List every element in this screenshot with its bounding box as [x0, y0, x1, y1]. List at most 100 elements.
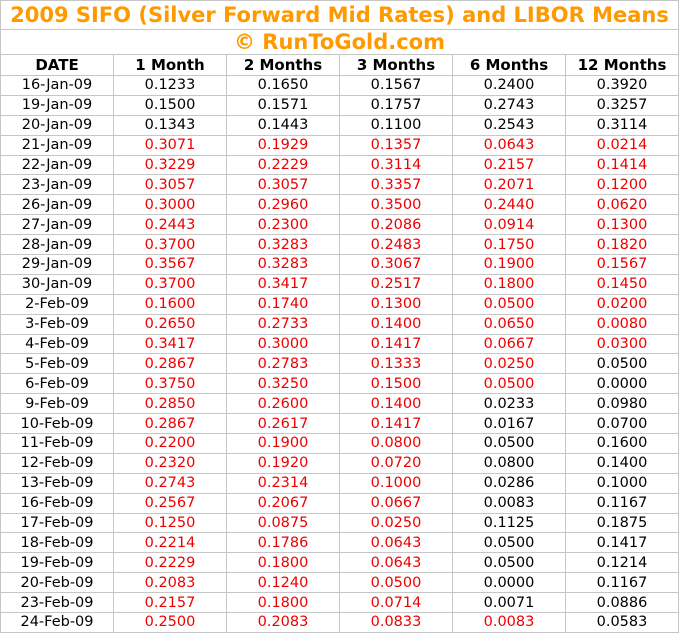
copyright-subtitle: © RunToGold.com — [0, 29, 679, 55]
table-row: 3-Feb-09 0.2650 0.2733 0.1400 0.0650 0.0… — [0, 313, 679, 335]
date-cell: 3-Feb-09 — [0, 313, 114, 335]
rate-cell-2-months: 0.2314 — [226, 472, 340, 494]
rate-cell-2-months: 0.2067 — [226, 492, 340, 514]
date-cell: 28-Jan-09 — [0, 234, 114, 256]
rate-cell-1-month: 0.1600 — [113, 293, 227, 315]
rate-cell-3-months: 0.2086 — [339, 214, 453, 236]
table-row: 28-Jan-09 0.3700 0.3283 0.2483 0.1750 0.… — [0, 234, 679, 256]
rate-cell-2-months: 0.1786 — [226, 532, 340, 554]
table-row: 16-Jan-09 0.1233 0.1650 0.1567 0.2400 0.… — [0, 75, 679, 96]
rate-cell-2-months: 0.1800 — [226, 592, 340, 614]
rate-cell-2-months: 0.2960 — [226, 194, 340, 216]
col-header-1-month: 1 Month — [113, 54, 227, 76]
col-header-2-months: 2 Months — [226, 54, 340, 76]
rate-cell-2-months: 0.3250 — [226, 373, 340, 395]
rate-cell-6-months: 0.0914 — [452, 214, 566, 236]
rate-cell-3-months: 0.1567 — [339, 75, 453, 96]
rate-cell-6-months: 0.0667 — [452, 333, 566, 355]
col-header-3-months: 3 Months — [339, 54, 453, 76]
rate-cell-12-months: 0.0886 — [565, 592, 679, 614]
rate-cell-1-month: 0.2500 — [113, 612, 227, 633]
rate-cell-6-months: 0.1750 — [452, 234, 566, 256]
rate-cell-12-months: 0.0300 — [565, 333, 679, 355]
rate-cell-12-months: 0.0200 — [565, 293, 679, 315]
col-header-12-months: 12 Months — [565, 54, 679, 76]
table-row: 23-Feb-09 0.2157 0.1800 0.0714 0.0071 0.… — [0, 592, 679, 614]
table-row: 17-Feb-09 0.1250 0.0875 0.0250 0.1125 0.… — [0, 512, 679, 534]
table-row: 29-Jan-09 0.3567 0.3283 0.3067 0.1900 0.… — [0, 254, 679, 275]
date-cell: 5-Feb-09 — [0, 353, 114, 375]
rate-cell-6-months: 0.0800 — [452, 452, 566, 474]
date-cell: 19-Feb-09 — [0, 552, 114, 574]
header-row: DATE 1 Month 2 Months 3 Months 6 Months … — [0, 54, 679, 76]
rate-cell-12-months: 0.3920 — [565, 75, 679, 96]
rate-cell-2-months: 0.1443 — [226, 114, 340, 136]
rate-cell-6-months: 0.2157 — [452, 154, 566, 176]
rate-cell-6-months: 0.1900 — [452, 254, 566, 275]
date-cell: 27-Jan-09 — [0, 214, 114, 236]
table-row: 20-Feb-09 0.2083 0.1240 0.0500 0.0000 0.… — [0, 572, 679, 594]
rate-cell-12-months: 0.1417 — [565, 532, 679, 554]
table-row: 9-Feb-09 0.2850 0.2600 0.1400 0.0233 0.0… — [0, 393, 679, 415]
rate-cell-12-months: 0.1300 — [565, 214, 679, 236]
rate-cell-2-months: 0.0875 — [226, 512, 340, 534]
date-cell: 21-Jan-09 — [0, 134, 114, 156]
col-header-6-months: 6 Months — [452, 54, 566, 76]
rate-cell-6-months: 0.1125 — [452, 512, 566, 534]
table-body: 16-Jan-09 0.1233 0.1650 0.1567 0.2400 0.… — [0, 75, 679, 633]
rate-cell-6-months: 0.0650 — [452, 313, 566, 335]
rate-cell-1-month: 0.2567 — [113, 492, 227, 514]
rate-cell-12-months: 0.1000 — [565, 472, 679, 494]
rate-cell-1-month: 0.2650 — [113, 313, 227, 335]
rate-cell-6-months: 0.2543 — [452, 114, 566, 136]
table-row: 5-Feb-09 0.2867 0.2783 0.1333 0.0250 0.0… — [0, 353, 679, 375]
table-row: 23-Jan-09 0.3057 0.3057 0.3357 0.2071 0.… — [0, 174, 679, 196]
rate-cell-1-month: 0.3750 — [113, 373, 227, 395]
date-cell: 10-Feb-09 — [0, 413, 114, 435]
rate-cell-12-months: 0.0700 — [565, 413, 679, 435]
rate-cell-3-months: 0.0714 — [339, 592, 453, 614]
table-row: 2-Feb-09 0.1600 0.1740 0.1300 0.0500 0.0… — [0, 293, 679, 315]
rate-cell-3-months: 0.3500 — [339, 194, 453, 216]
table-row: 21-Jan-09 0.3071 0.1929 0.1357 0.0643 0.… — [0, 134, 679, 156]
rate-cell-3-months: 0.3357 — [339, 174, 453, 196]
rate-cell-2-months: 0.2617 — [226, 413, 340, 435]
rate-cell-1-month: 0.3700 — [113, 234, 227, 256]
rate-cell-3-months: 0.1417 — [339, 333, 453, 355]
rate-cell-3-months: 0.2483 — [339, 234, 453, 256]
rate-cell-6-months: 0.0250 — [452, 353, 566, 375]
date-cell: 11-Feb-09 — [0, 433, 114, 454]
rate-cell-3-months: 0.1400 — [339, 393, 453, 415]
rate-cell-12-months: 0.1214 — [565, 552, 679, 574]
rate-cell-6-months: 0.0000 — [452, 572, 566, 594]
table-row: 19-Feb-09 0.2229 0.1800 0.0643 0.0500 0.… — [0, 552, 679, 574]
date-cell: 9-Feb-09 — [0, 393, 114, 415]
rate-cell-1-month: 0.3071 — [113, 134, 227, 156]
rate-cell-2-months: 0.3283 — [226, 234, 340, 256]
rate-cell-2-months: 0.1929 — [226, 134, 340, 156]
rate-cell-12-months: 0.0500 — [565, 353, 679, 375]
rate-cell-2-months: 0.1920 — [226, 452, 340, 474]
subtitle-row: © RunToGold.com — [0, 29, 679, 55]
rate-cell-3-months: 0.3114 — [339, 154, 453, 176]
rate-cell-12-months: 0.0980 — [565, 393, 679, 415]
rate-cell-2-months: 0.2600 — [226, 393, 340, 415]
rate-cell-12-months: 0.3257 — [565, 94, 679, 116]
rate-cell-12-months: 0.3114 — [565, 114, 679, 136]
rate-cell-1-month: 0.3567 — [113, 254, 227, 275]
rate-cell-1-month: 0.3229 — [113, 154, 227, 176]
rate-cell-1-month: 0.2157 — [113, 592, 227, 614]
rate-cell-1-month: 0.3700 — [113, 273, 227, 295]
date-cell: 30-Jan-09 — [0, 273, 114, 295]
rate-cell-1-month: 0.2867 — [113, 413, 227, 435]
rate-cell-6-months: 0.0071 — [452, 592, 566, 614]
rate-cell-6-months: 0.2071 — [452, 174, 566, 196]
rate-cell-2-months: 0.2229 — [226, 154, 340, 176]
date-cell: 16-Jan-09 — [0, 75, 114, 96]
rate-cell-6-months: 0.0083 — [452, 612, 566, 633]
rate-cell-1-month: 0.1343 — [113, 114, 227, 136]
table-row: 18-Feb-09 0.2214 0.1786 0.0643 0.0500 0.… — [0, 532, 679, 554]
rate-cell-2-months: 0.3417 — [226, 273, 340, 295]
date-cell: 12-Feb-09 — [0, 452, 114, 474]
rate-cell-12-months: 0.1167 — [565, 492, 679, 514]
